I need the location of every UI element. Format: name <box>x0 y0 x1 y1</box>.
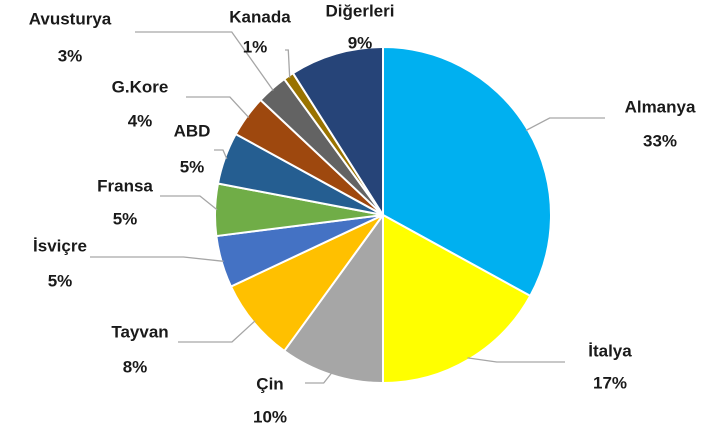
value-label: 1% <box>243 37 268 56</box>
category-label: Çin <box>256 374 283 393</box>
value-label: 17% <box>593 373 627 392</box>
value-label: 8% <box>123 357 148 376</box>
value-label: 10% <box>253 407 287 426</box>
category-label: Tayvan <box>111 322 168 341</box>
pie-slice <box>382 213 532 385</box>
category-label: Almanya <box>625 97 696 116</box>
category-label: Fransa <box>97 176 153 195</box>
value-label: 4% <box>128 111 153 130</box>
value-label: 5% <box>113 209 138 228</box>
value-label: 33% <box>643 131 677 150</box>
value-label: 5% <box>48 271 73 290</box>
category-label: Diğerleri <box>326 1 395 20</box>
pie-slice <box>291 45 384 219</box>
category-label: İsviçre <box>33 236 87 255</box>
category-label: Avusturya <box>29 9 112 28</box>
leader-line <box>178 320 256 343</box>
value-label: 9% <box>348 33 373 52</box>
leader-line <box>525 117 605 132</box>
leader-line <box>214 149 228 160</box>
pie-slice <box>282 211 384 385</box>
leader-line <box>467 357 565 363</box>
leader-line <box>186 96 250 118</box>
leader-line <box>160 195 218 211</box>
category-label: Kanada <box>229 7 291 26</box>
category-label: G.Kore <box>112 77 169 96</box>
category-label: İtalya <box>588 341 632 360</box>
value-label: 3% <box>58 46 83 65</box>
leader-line <box>135 31 274 91</box>
leader-line <box>305 372 333 384</box>
leader-line <box>285 49 291 78</box>
category-label: ABD <box>174 121 211 140</box>
leader-line <box>90 256 224 262</box>
value-label: 5% <box>180 157 205 176</box>
